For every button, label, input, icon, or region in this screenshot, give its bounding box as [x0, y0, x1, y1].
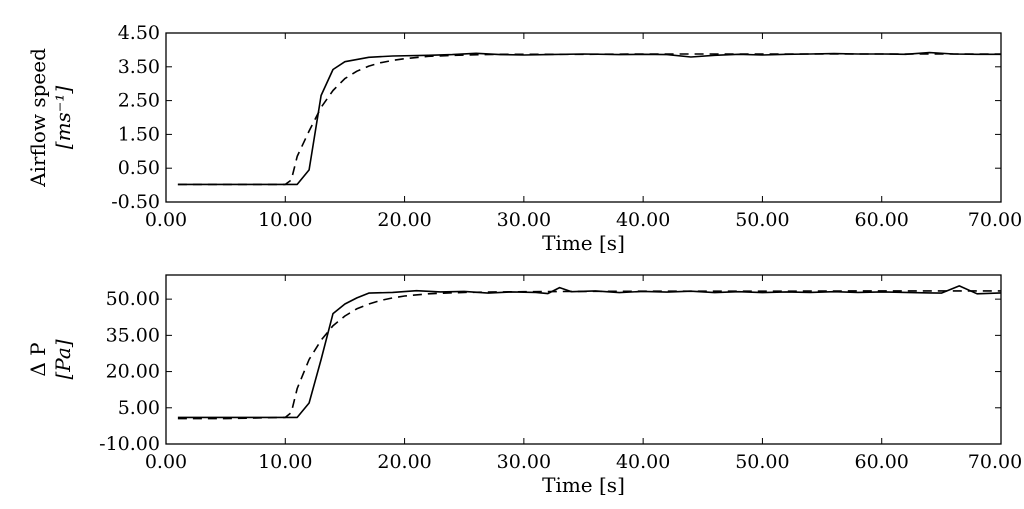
- pressure-x-tick-label: 70.00: [968, 451, 1022, 473]
- pressure-x-tick-label: 10.00: [258, 451, 312, 473]
- pressure-x-tick-label: 30.00: [497, 451, 551, 473]
- airflow-series-dashed-line: [177, 53, 1001, 186]
- pressure-x-tick-label: 50.00: [735, 451, 789, 473]
- pressure-plot-frame: [165, 274, 1002, 445]
- airflow-y-axis-unit: [ms⁻¹]: [51, 86, 75, 150]
- airflow-x-tick-label: 20.00: [377, 209, 431, 231]
- pressure-x-tick-label: 40.00: [616, 451, 670, 473]
- airflow-series-solid-line: [177, 51, 1001, 186]
- pressure-y-tick-label: 20.00: [106, 361, 160, 383]
- airflow-y-tick-label: 3.50: [118, 56, 160, 78]
- airflow-x-tick-label: 40.00: [616, 209, 670, 231]
- airflow-y-tick-label: 1.50: [118, 123, 160, 145]
- airflow-y-tick-label: 2.50: [118, 90, 160, 112]
- pressure-x-axis-title: Time [s]: [542, 473, 625, 497]
- pressure-y-axis-title: Δ P: [26, 342, 50, 376]
- airflow-x-axis-title: Time [s]: [542, 231, 625, 255]
- airflow-y-tick-label: 0.50: [118, 157, 160, 179]
- airflow-x-tick-label: 30.00: [497, 209, 551, 231]
- airflow-series: [177, 51, 1001, 186]
- pressure-series: [177, 285, 1002, 420]
- pressure-series-solid-line: [177, 285, 1002, 419]
- airflow-y-axis-title: Airflow speed: [26, 48, 50, 188]
- pressure-x-axis: 0.00 10.00 20.00 30.00 40.00 50.00 60.00 70.00: [145, 275, 1022, 473]
- pressure-y-axis-unit: [Pa]: [51, 339, 75, 379]
- airflow-x-tick-label: 10.00: [258, 209, 312, 231]
- pressure-x-tick-label: 0.00: [145, 451, 187, 473]
- airflow-y-tick-label: -0.50: [111, 191, 160, 213]
- pressure-y-tick-label: 50.00: [106, 288, 160, 310]
- airflow-speed-panel: 0.00 10.00 20.00 30.00 40.00 50.00 60.00 70.00 …: [26, 22, 1022, 255]
- airflow-x-tick-label: 50.00: [735, 209, 789, 231]
- airflow-y-axis: -0.50 0.50 1.50 2.50 3.50 4.50: [111, 22, 1001, 213]
- airflow-x-tick-label: 0.00: [145, 209, 187, 231]
- pressure-x-tick-label: 20.00: [377, 451, 431, 473]
- pressure-y-axis: -10.00 5.00 20.00 35.00 50.00: [99, 288, 1001, 455]
- pressure-series-dashed-line: [177, 290, 1001, 420]
- pressure-y-tick-label: -10.00: [99, 433, 160, 455]
- airflow-x-tick-label: 70.00: [968, 209, 1022, 231]
- airflow-plot-frame: [165, 32, 1002, 203]
- airflow-x-axis: 0.00 10.00 20.00 30.00 40.00 50.00 60.00 70.00: [145, 33, 1022, 231]
- pressure-y-tick-label: 35.00: [106, 324, 160, 346]
- pressure-y-tick-label: 5.00: [118, 397, 160, 419]
- pressure-x-tick-label: 60.00: [855, 451, 909, 473]
- airflow-x-tick-label: 60.00: [855, 209, 909, 231]
- pressure-drop-panel: 0.00 10.00 20.00 30.00 40.00 50.00 60.00 70.00 …: [26, 274, 1022, 497]
- airflow-y-tick-label: 4.50: [118, 22, 160, 44]
